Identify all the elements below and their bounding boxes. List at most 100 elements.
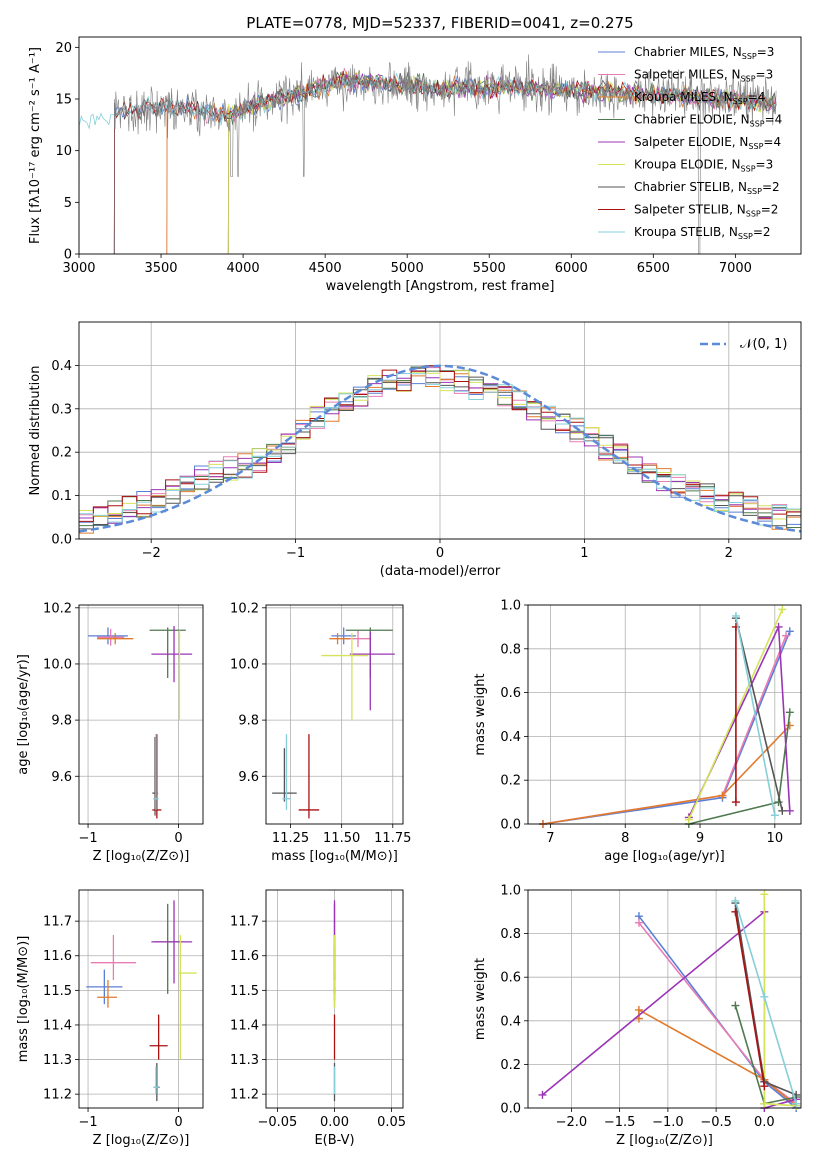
y-tick-label: 0.2 xyxy=(500,774,521,789)
y-tick-label: 1.0 xyxy=(500,884,521,899)
x-tick-label: −1 xyxy=(78,1115,97,1130)
mass_vs_Z-points xyxy=(86,900,197,1102)
y-tick-label: 0.3 xyxy=(51,402,72,417)
legend-entry: Salpeter STELIB, NSSP=2 xyxy=(634,203,778,219)
y-tick-label: 0.0 xyxy=(500,818,521,833)
legend-tail: =4 xyxy=(748,90,766,104)
series-line xyxy=(735,617,784,812)
mass_vs_Z-xlabel: Z [log₁₀(Z/Z⊙)] xyxy=(93,1133,190,1148)
data-point xyxy=(684,815,693,824)
x-tick-label: 8 xyxy=(621,831,629,846)
legend-sub: SSP xyxy=(741,75,756,84)
mass_vs_Z-axes: −1 0 11.2 11.3 11.4 11.5 11.6 11.7 xyxy=(43,890,203,1130)
legend-entry: Salpeter ELODIE, NSSP=4 xyxy=(634,135,781,151)
x-tick-label: 0 xyxy=(174,1115,182,1130)
legend-sub: SSP xyxy=(738,232,753,241)
data-point xyxy=(731,1001,740,1010)
legend-sub: SSP xyxy=(742,52,757,61)
legend-tail: =3 xyxy=(756,68,774,82)
legend-entry: Kroupa MILES, NSSP=4 xyxy=(634,90,765,106)
data-point xyxy=(634,918,643,927)
series-line xyxy=(763,894,797,1107)
x-tick-label: −1.0 xyxy=(652,1115,684,1130)
legend-entry: Chabrier STELIB, NSSP=2 xyxy=(634,180,780,196)
y-tick-label: 0.4 xyxy=(51,359,72,374)
legend-text: Kroupa ELODIE, N xyxy=(634,158,741,172)
legend-sub: SSP xyxy=(741,165,756,174)
x-tick-label: 1 xyxy=(580,546,588,561)
age_vs_Z-points xyxy=(88,626,193,819)
y-tick-label: 11.2 xyxy=(43,1088,72,1103)
data-point xyxy=(785,627,794,636)
age_vs_Z-xlabel: Z [log₁₀(Z/Z⊙)] xyxy=(93,849,190,864)
legend-entry: 𝒩(0, 1) xyxy=(740,337,787,352)
x-tick-label: −0.05 xyxy=(257,1115,297,1130)
legend-tail: =3 xyxy=(757,45,775,59)
series-line xyxy=(542,631,791,825)
y-tick-label: 10 xyxy=(55,144,72,159)
residuals-xlabel: (data-model)/error xyxy=(380,564,501,579)
series-line xyxy=(735,615,776,816)
y-tick-label: 11.4 xyxy=(230,1018,259,1033)
data-point xyxy=(774,798,783,807)
x-tick-label: −0.5 xyxy=(700,1115,732,1130)
x-tick-label: 4000 xyxy=(227,261,260,276)
data-point xyxy=(778,605,787,614)
model-line xyxy=(227,71,777,254)
spectrum-xlabel: wavelength [Angstrom, rest frame] xyxy=(326,279,555,294)
mass_weight_vs_Z-xlabel: Z [log₁₀(Z/Z⊙)] xyxy=(616,1133,713,1148)
x-tick-label: 5500 xyxy=(473,261,506,276)
legend-sub: SSP xyxy=(746,210,761,219)
y-tick-label: 15 xyxy=(55,93,72,108)
y-tick-label: 10.2 xyxy=(43,601,72,616)
x-tick-label: 11.75 xyxy=(374,831,411,846)
y-tick-label: 10.0 xyxy=(43,657,72,672)
legend-entry: Kroupa ELODIE, NSSP=3 xyxy=(634,158,773,174)
x-tick-label: −1 xyxy=(78,831,97,846)
y-tick-label: 0.1 xyxy=(51,489,72,504)
mass_vs_Z-ylabel: mass [log₁₀(M/M⊙)] xyxy=(16,936,31,1063)
mass_weight_vs_Z-ylabel: mass weight xyxy=(473,958,488,1040)
spectrum-lines xyxy=(79,54,777,254)
y-tick-label: 11.6 xyxy=(43,949,72,964)
spectrum-ylabel: Flux [fλ10⁻¹⁷ erg cm⁻² s⁻¹ A⁻¹] xyxy=(28,47,43,244)
y-tick-label: 11.2 xyxy=(230,1088,259,1103)
y-tick-label: 0.8 xyxy=(500,642,521,657)
x-tick-label: 11.25 xyxy=(272,831,309,846)
series-line xyxy=(541,910,797,1110)
age_vs_Z-frame xyxy=(78,604,204,825)
x-tick-label: 3500 xyxy=(144,261,177,276)
data-point xyxy=(718,791,727,800)
legend-text: Kroupa STELIB, N xyxy=(634,225,738,239)
legend-sub: SSP xyxy=(733,97,748,106)
data-point xyxy=(770,811,779,820)
y-tick-label: 9.8 xyxy=(51,714,72,729)
legend-text: Chabrier ELODIE, N xyxy=(634,113,750,127)
x-tick-label: 6500 xyxy=(637,261,670,276)
x-tick-label: 11.50 xyxy=(323,831,360,846)
y-tick-label: 20 xyxy=(55,41,72,56)
series-line xyxy=(638,915,797,1109)
data-point xyxy=(760,890,769,899)
series-line xyxy=(638,1008,797,1107)
age_vs_mass-points xyxy=(272,627,395,819)
model-line xyxy=(79,72,777,254)
legend-text: Chabrier MILES, N xyxy=(634,45,742,59)
data-point xyxy=(778,806,787,815)
x-tick-label: −2.0 xyxy=(556,1115,588,1130)
spectrum-frame xyxy=(78,36,802,255)
legend-tail: =3 xyxy=(756,158,774,172)
data-point xyxy=(731,896,740,905)
series-line xyxy=(734,900,797,1104)
y-tick-label: 0.2 xyxy=(51,446,72,461)
x-tick-label: −1.5 xyxy=(604,1115,636,1130)
data-point xyxy=(731,798,740,807)
legend-sub: SSP xyxy=(748,142,763,151)
observed-spectrum xyxy=(114,54,777,254)
legend-text: Kroupa MILES, N xyxy=(634,90,733,104)
series-line xyxy=(734,911,766,1087)
data-point xyxy=(785,806,794,815)
x-tick-label: 7000 xyxy=(719,261,752,276)
legend-tail: =4 xyxy=(763,135,781,149)
